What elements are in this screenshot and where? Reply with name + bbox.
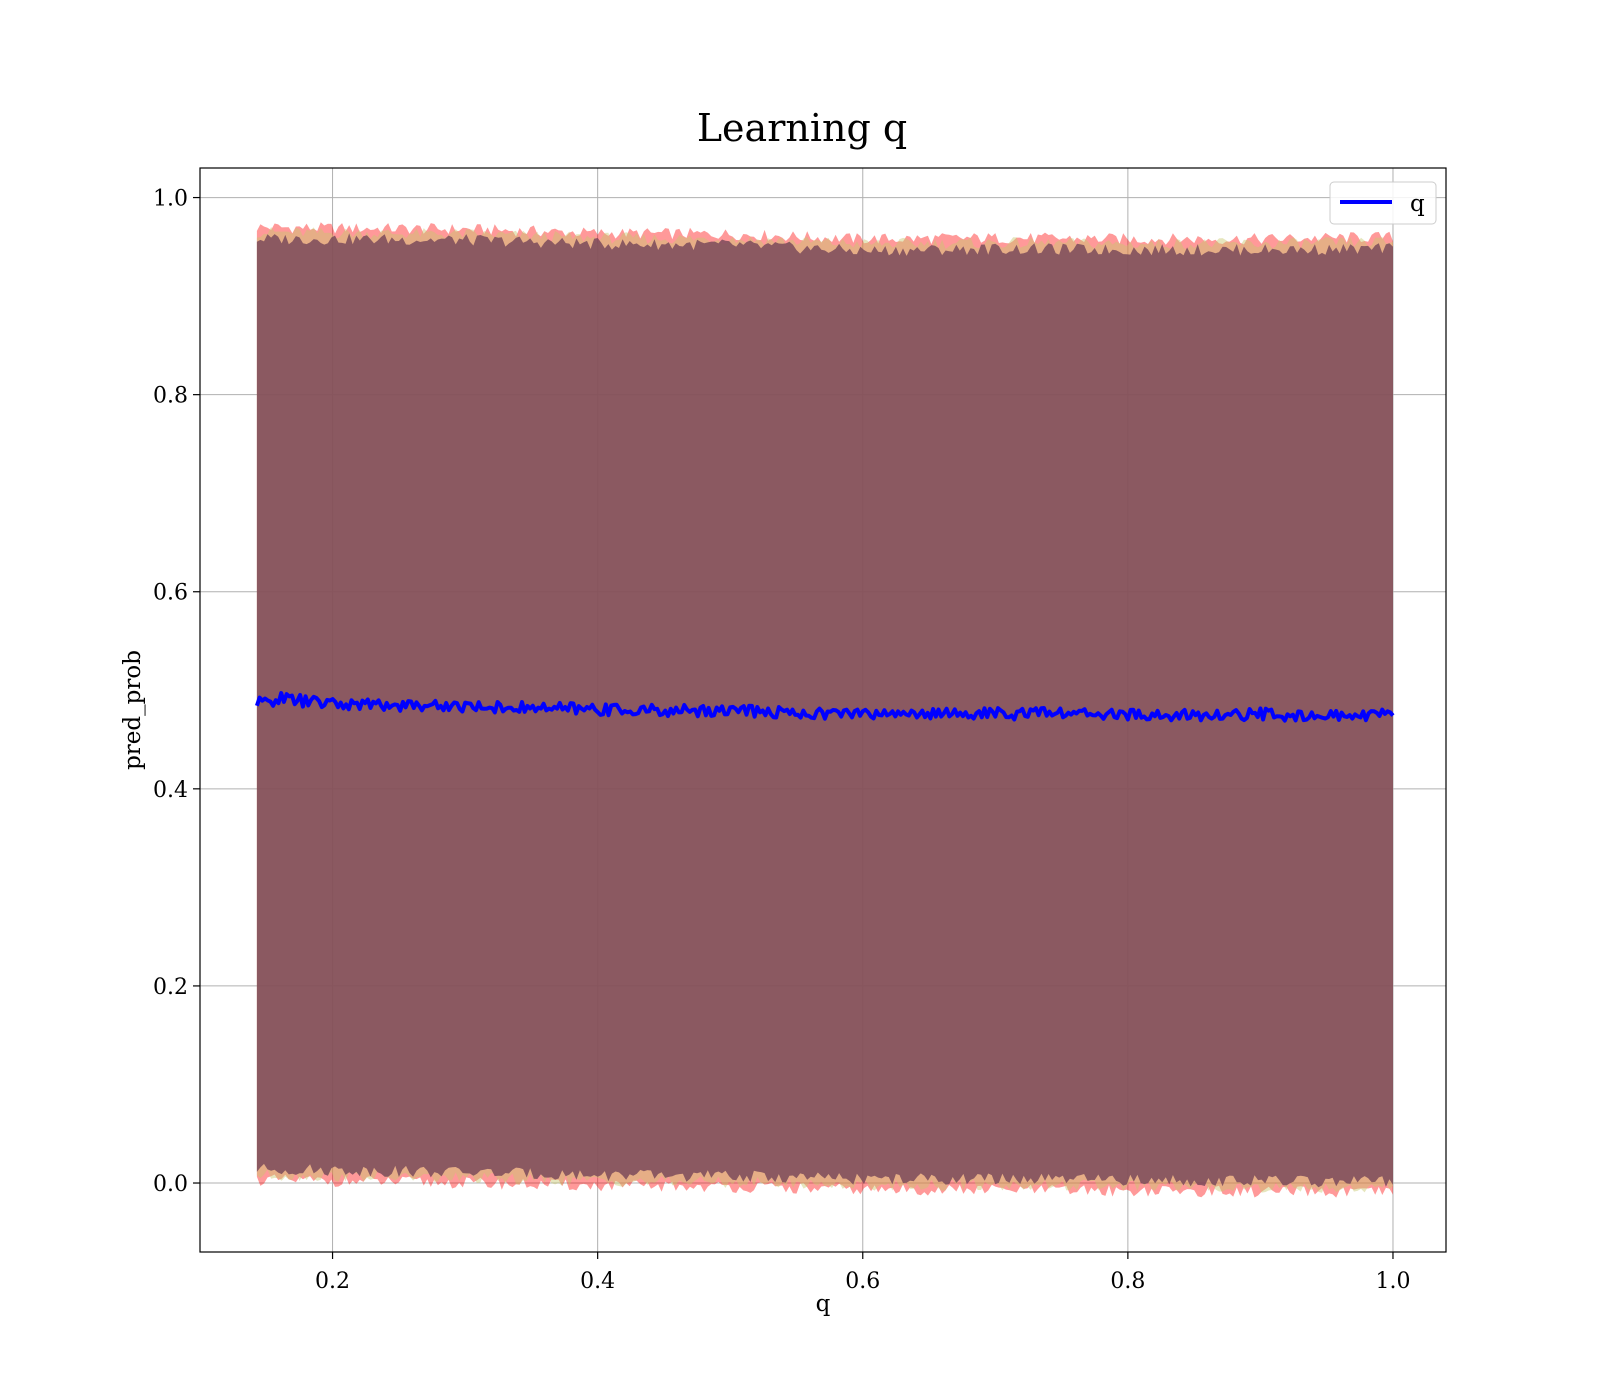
confidence-bands bbox=[256, 222, 1393, 1198]
y-tick-label: 0.6 bbox=[153, 581, 188, 606]
y-axis-ticks: 0.0 0.2 0.4 0.6 0.8 1.0 bbox=[153, 187, 200, 1197]
x-tick-label: 1.0 bbox=[1375, 1269, 1410, 1294]
band-inner bbox=[256, 233, 1393, 1188]
x-tick-label: 0.2 bbox=[315, 1269, 350, 1294]
x-tick-label: 0.8 bbox=[1110, 1269, 1145, 1294]
y-tick-label: 0.2 bbox=[153, 975, 188, 1000]
y-tick-label: 0.4 bbox=[153, 778, 188, 803]
legend-label: q bbox=[1410, 191, 1425, 217]
chart-title: Learning q bbox=[697, 106, 907, 150]
series-line-q bbox=[255, 691, 1395, 723]
x-axis-ticks: 0.2 0.4 0.6 0.8 1.0 bbox=[315, 1252, 1410, 1294]
y-tick-label: 1.0 bbox=[153, 187, 188, 212]
y-tick-label: 0.8 bbox=[153, 384, 188, 409]
x-axis-label: q bbox=[816, 1291, 831, 1317]
plot-frame bbox=[199, 167, 1447, 1253]
x-tick-label: 0.4 bbox=[580, 1269, 615, 1294]
series-lines bbox=[255, 691, 1395, 723]
legend: q bbox=[1329, 181, 1437, 225]
x-tick-label: 0.6 bbox=[845, 1269, 880, 1294]
y-axis-label: pred_prob bbox=[120, 650, 146, 770]
y-tick-label: 0.0 bbox=[153, 1172, 188, 1197]
